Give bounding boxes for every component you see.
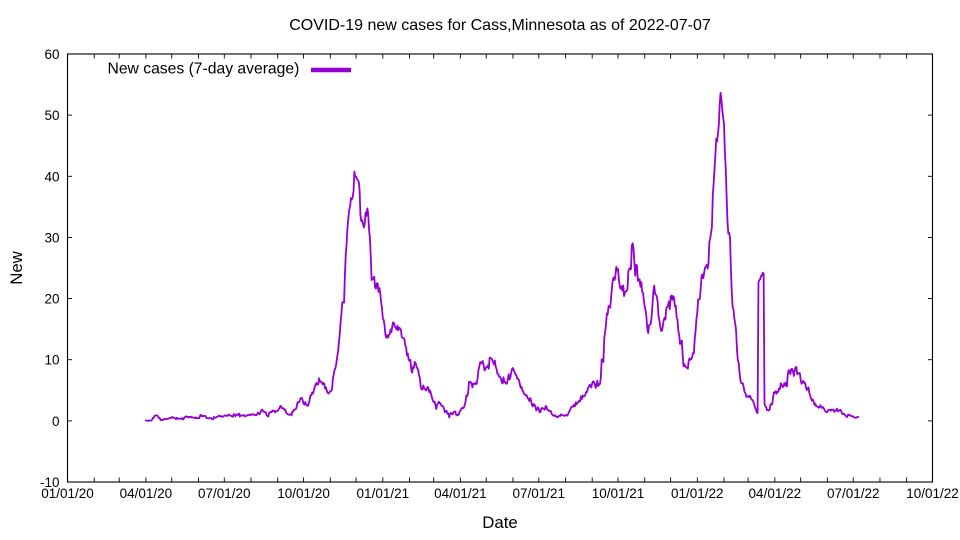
svg-text:01/01/21: 01/01/21 [357, 486, 410, 501]
svg-text:10/01/20: 10/01/20 [277, 486, 330, 501]
svg-text:-10: -10 [40, 475, 60, 490]
svg-text:04/01/22: 04/01/22 [749, 486, 802, 501]
svg-text:01/01/22: 01/01/22 [671, 486, 724, 501]
svg-text:COVID-19 new cases for Cass,Mi: COVID-19 new cases for Cass,Minnesota as… [289, 17, 711, 34]
svg-text:Date: Date [482, 513, 517, 532]
svg-text:New cases (7-day average): New cases (7-day average) [108, 61, 300, 78]
svg-text:0: 0 [52, 414, 60, 429]
svg-text:30: 30 [44, 230, 59, 245]
svg-text:10/01/21: 10/01/21 [592, 486, 645, 501]
svg-text:40: 40 [44, 169, 59, 184]
svg-text:04/01/20: 04/01/20 [120, 486, 173, 501]
svg-text:20: 20 [44, 292, 59, 307]
svg-text:10/01/22: 10/01/22 [906, 486, 959, 501]
svg-text:50: 50 [44, 108, 59, 123]
svg-text:New: New [7, 250, 26, 284]
svg-text:10: 10 [44, 353, 59, 368]
svg-text:60: 60 [44, 47, 59, 62]
svg-text:07/01/22: 07/01/22 [827, 486, 880, 501]
svg-text:04/01/21: 04/01/21 [434, 486, 487, 501]
svg-text:07/01/21: 07/01/21 [512, 486, 565, 501]
svg-text:07/01/20: 07/01/20 [198, 486, 251, 501]
